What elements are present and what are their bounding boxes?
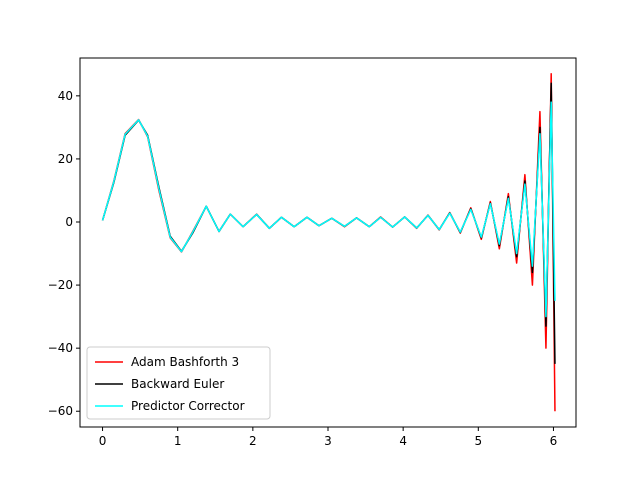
- x-tick-label: 1: [174, 434, 182, 448]
- x-tick-label: 4: [399, 434, 407, 448]
- legend-box: [86, 346, 271, 420]
- x-tick-label: 0: [99, 434, 107, 448]
- x-axis: 0 1 2 3 4 5 6: [99, 427, 558, 448]
- legend-label-2: Backward Euler: [131, 377, 224, 391]
- x-tick-label: 6: [550, 434, 558, 448]
- y-tick-label: 0: [65, 215, 73, 229]
- x-tick-label: 5: [474, 434, 482, 448]
- legend: Adam Bashforth 3 Backward Euler Predictor …: [86, 346, 271, 420]
- x-tick-label: 3: [324, 434, 332, 448]
- y-tick-label: −20: [48, 278, 73, 292]
- legend-label-3: Predictor Corrector: [131, 399, 245, 413]
- y-tick-label: −40: [48, 341, 73, 355]
- y-tick-label: 20: [58, 152, 73, 166]
- legend-label-1: Adam Bashforth 3: [131, 355, 239, 369]
- series-line-3: [101, 101, 556, 318]
- y-tick-label: −60: [48, 404, 73, 418]
- series-line-2: [101, 82, 556, 364]
- y-tick-label: 40: [58, 89, 73, 103]
- y-axis: −60 −40 −20 0 20 40: [48, 89, 80, 418]
- series-layer: [101, 73, 556, 412]
- x-tick-label: 2: [249, 434, 257, 448]
